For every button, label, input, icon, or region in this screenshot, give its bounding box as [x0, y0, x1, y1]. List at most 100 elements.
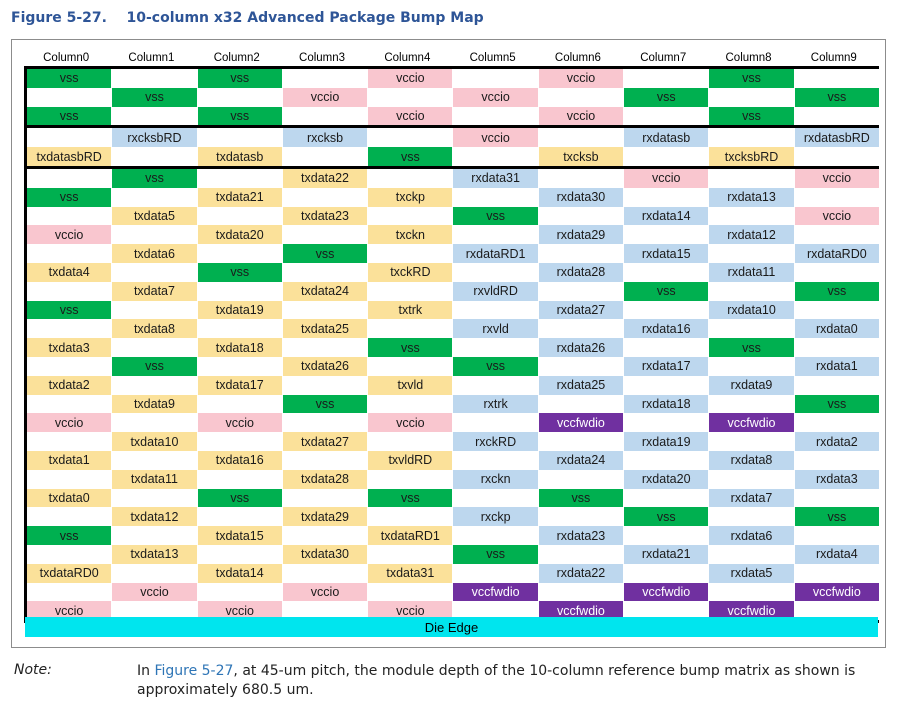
bump-txdata29: txdata29	[282, 507, 369, 527]
bump-empty	[538, 432, 625, 451]
bump-empty	[282, 601, 369, 621]
bump-row: txdata1 txdata16 txvldRD rxdata24 rxdata8	[27, 450, 880, 470]
bump-empty	[453, 488, 539, 508]
bump-row: txdataRD0 txdata14 txdata31 rxdata22 rxdata5	[27, 563, 880, 583]
bump-empty	[27, 469, 113, 489]
bump-txdata20: txdata20	[197, 225, 283, 245]
bump-empty	[794, 526, 880, 545]
bump-empty	[112, 413, 198, 433]
bump-txdata12: txdata12	[112, 507, 198, 527]
bump-empty	[453, 187, 539, 207]
bump-row: rxcksbRD rxcksb vccio rxdatasb rxdatasbRD	[27, 128, 880, 148]
bump-empty	[794, 450, 880, 470]
bump-rxdata8: rxdata8	[709, 450, 795, 470]
bump-empty	[794, 300, 880, 320]
bump-row: txdatasbRD txdatasb vss txcksb txcksbRD	[27, 147, 880, 166]
bump-row: txdata7 txdata24 rxvldRD vss vss	[27, 281, 880, 301]
bump-row: vss txdata19 txtrk rxdata27 rxdata10	[27, 300, 880, 320]
bump-vccio: vccio	[794, 168, 880, 188]
bump-map: Column0 Column1 Column2 Column3 Column4 Colum…	[24, 49, 880, 624]
bump-rxdata6: rxdata6	[709, 526, 795, 545]
bump-empty	[709, 544, 795, 564]
bump-empty	[709, 394, 795, 414]
bump-empty	[538, 319, 625, 339]
column-header: Column1	[109, 49, 195, 66]
bump-txdata25: txdata25	[282, 319, 369, 339]
bump-row: txdata9 vss rxtrk rxdata18 vss	[27, 394, 880, 414]
bump-txcksb: txcksb	[538, 147, 625, 166]
bump-empty	[794, 563, 880, 583]
bump-rxckn: rxckn	[453, 469, 539, 489]
bump-txdata23: txdata23	[282, 206, 369, 226]
bump-vss: vss	[709, 106, 795, 126]
figure-frame	[11, 39, 886, 648]
bump-vss: vss	[538, 488, 625, 508]
bump-txdata5: txdata5	[112, 206, 198, 226]
bump-vss: vss	[368, 338, 454, 357]
bump-rxdata24: rxdata24	[538, 450, 625, 470]
bump-txdata7: txdata7	[112, 281, 198, 301]
bump-empty	[112, 225, 198, 245]
bump-empty	[453, 450, 539, 470]
bump-empty	[453, 563, 539, 583]
bump-row: vss vccio vccio vss vss	[27, 87, 880, 107]
bump-rxdata19: rxdata19	[624, 432, 710, 451]
bump-rxdata16: rxdata16	[624, 319, 710, 339]
bump-rxdata23: rxdata23	[538, 526, 625, 545]
bump-empty	[709, 128, 795, 148]
bump-vccio: vccio	[282, 87, 369, 107]
bump-txdata17: txdata17	[197, 375, 283, 395]
bump-empty	[709, 168, 795, 188]
bump-vccio: vccio	[538, 69, 625, 88]
bump-txdata28: txdata28	[282, 469, 369, 489]
bump-empty	[794, 601, 880, 621]
bump-vss: vss	[27, 69, 113, 88]
bump-empty	[624, 450, 710, 470]
bump-empty	[112, 147, 198, 166]
bump-empty	[197, 319, 283, 339]
bump-empty	[112, 526, 198, 545]
bump-vccio: vccio	[368, 413, 454, 433]
bump-row: txdata13 txdata30 vss rxdata21 rxdata4	[27, 544, 880, 564]
bump-empty	[538, 244, 625, 263]
column-header-row: Column0 Column1 Column2 Column3 Column4 Colum…	[24, 49, 879, 66]
bump-rxdata9: rxdata9	[709, 375, 795, 395]
bump-empty	[27, 544, 113, 564]
bump-txdatasbRD: txdatasbRD	[27, 147, 113, 166]
bump-row: vccio txdata20 txckn rxdata29 rxdata12	[27, 225, 880, 245]
bump-rxckRD: rxckRD	[453, 432, 539, 451]
bump-empty	[709, 206, 795, 226]
bump-vss: vss	[624, 87, 710, 107]
bump-empty	[538, 356, 625, 376]
bump-empty	[27, 244, 113, 263]
bump-empty	[538, 469, 625, 489]
figure-reference-link[interactable]: Figure 5-27	[154, 663, 234, 679]
bump-vss: vss	[282, 394, 369, 414]
bump-empty	[282, 450, 369, 470]
bump-rxvld: rxvld	[453, 319, 539, 339]
bump-empty	[282, 69, 369, 88]
bump-vccfwdio: vccfwdio	[453, 582, 539, 602]
bump-empty	[112, 563, 198, 583]
bump-vss: vss	[112, 87, 198, 107]
bump-empty	[197, 582, 283, 602]
bump-rxdata2: rxdata2	[794, 432, 880, 451]
bump-block: vss vss vccio vccio vss vss vccio vccio vss vss vs…	[24, 66, 880, 129]
bump-vss: vss	[27, 187, 113, 207]
bump-txckp: txckp	[368, 187, 454, 207]
bump-vss: vss	[27, 106, 113, 126]
bump-empty	[453, 300, 539, 320]
bump-txdata19: txdata19	[197, 300, 283, 320]
bump-block: rxcksbRD rxcksb vccio rxdatasb rxdatasbRD txd…	[24, 128, 880, 169]
bump-empty	[282, 106, 369, 126]
bump-txdata3: txdata3	[27, 338, 113, 357]
bump-empty	[538, 168, 625, 188]
bump-empty	[197, 432, 283, 451]
bump-empty	[624, 488, 710, 508]
bump-empty	[112, 488, 198, 508]
bump-empty	[197, 128, 283, 148]
bump-empty	[368, 244, 454, 263]
bump-block: vss txdata22 rxdata31 vccio vccio vss txdata21…	[24, 168, 880, 624]
bump-empty	[709, 281, 795, 301]
bump-vss: vss	[27, 300, 113, 320]
